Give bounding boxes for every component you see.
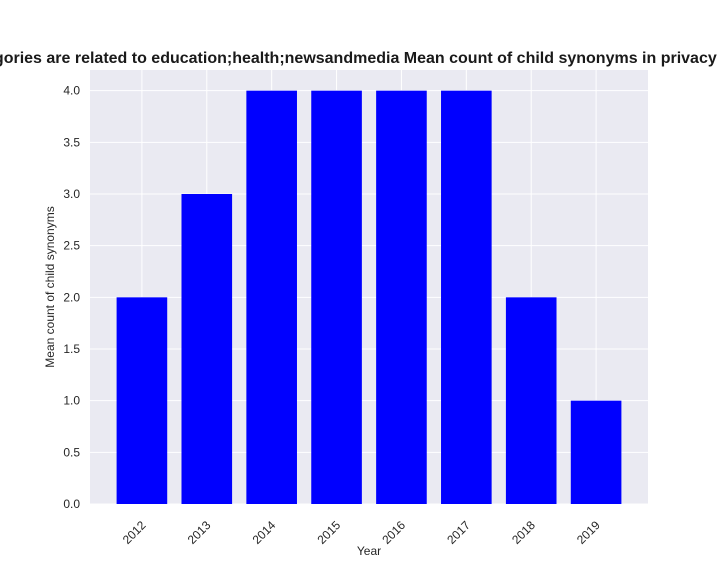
- y-tick-label: 0.5: [63, 445, 80, 459]
- y-tick-label: 3.5: [63, 135, 80, 149]
- y-tick-label: 1.5: [63, 342, 80, 356]
- y-axis-label: Mean count of child synonyms: [43, 206, 57, 367]
- chart-title: Categories are related to education;heal…: [0, 50, 720, 67]
- x-tick-label: 2018: [509, 518, 538, 547]
- x-tick-label: 2015: [314, 518, 343, 547]
- bar-2013: [181, 194, 233, 504]
- x-tick-label: 2013: [185, 518, 214, 547]
- y-tick-label: 4.0: [63, 84, 80, 98]
- bar-2017: [441, 90, 492, 505]
- x-tick-label: 2019: [574, 518, 603, 547]
- plot-area: [90, 70, 648, 504]
- y-axis-ticks: 0.0 0.5 1.0 1.5 2.0 2.5 3.0 3.5 4.0: [63, 84, 80, 511]
- y-tick-label: 2.0: [63, 290, 80, 304]
- y-tick-label: 1.0: [63, 394, 80, 408]
- x-tick-label: 2012: [120, 518, 149, 547]
- x-tick-label: 2014: [250, 518, 279, 547]
- bar-2012: [116, 297, 168, 504]
- x-tick-label: 2016: [379, 518, 408, 547]
- bar-2018: [505, 297, 557, 504]
- y-tick-label: 0.0: [63, 497, 80, 511]
- bar-2014: [246, 90, 297, 505]
- bar-2015: [311, 90, 362, 505]
- y-tick-label: 3.0: [63, 187, 80, 201]
- x-axis-ticks: 2012 2013 2014 2015 2016 2017 2018 2019: [120, 518, 603, 547]
- bar-2019: [570, 400, 622, 504]
- bar-2016: [376, 90, 427, 505]
- bars: [116, 90, 622, 505]
- y-tick-label: 2.5: [63, 239, 80, 253]
- x-tick-label: 2017: [444, 518, 473, 547]
- x-axis-label: Year: [357, 544, 381, 558]
